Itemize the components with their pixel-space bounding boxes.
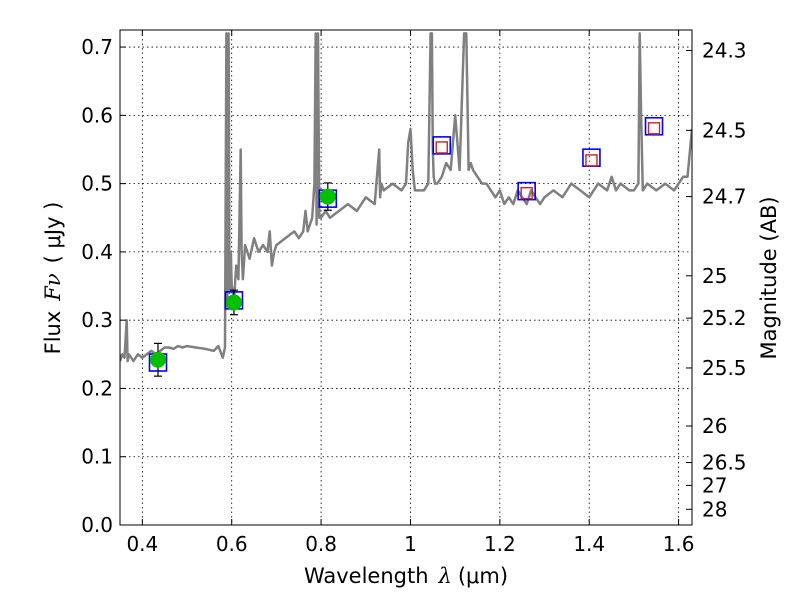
ticks: 0.4 0.6 0.8 1 1.2 1.4 1.6 0.0 0.1 0.2 0.3 0.4 0.5 0.6…	[81, 30, 747, 556]
model-photometry-square	[432, 136, 452, 155]
mag-tick-label: 25.2	[702, 306, 747, 330]
y-tick-label: 0.0	[81, 513, 113, 537]
spectrum-line	[120, 32, 692, 363]
x-tick-label: 1.2	[484, 532, 516, 556]
grid	[120, 30, 692, 526]
mag-tick-label: 27	[702, 473, 727, 497]
y-tick-label: 0.5	[81, 172, 113, 196]
predicted-photometry-square	[435, 141, 448, 154]
mag-tick-label: 24.3	[702, 38, 747, 62]
y-tick-label: 0.3	[81, 308, 113, 332]
x-tick-label: 1.4	[573, 532, 605, 556]
x-axis-title: Wavelength λ (μm)	[304, 564, 508, 588]
y-axis-title: Flux Fν ( μJy )	[41, 202, 65, 355]
observed-photometry-point	[319, 188, 336, 205]
y-tick-label: 0.7	[81, 35, 113, 59]
mag-tick-label: 26.5	[702, 451, 747, 475]
mag-tick-label: 24.7	[702, 185, 747, 209]
x-tick-label: 0.8	[305, 532, 337, 556]
y-tick-label: 0.2	[81, 376, 113, 400]
mag-tick-label: 26	[702, 414, 727, 438]
y-axis-symbol: Fν	[41, 273, 65, 302]
y-tick-label: 0.1	[81, 445, 113, 469]
y-axis-label: Flux	[41, 311, 65, 355]
x-tick-label: 1.6	[663, 532, 695, 556]
x-axis-symbol: λ	[438, 564, 452, 588]
predicted-photometry-square	[520, 186, 533, 200]
model-photometry-square	[644, 116, 664, 136]
y-axis-unit: ( μJy )	[41, 202, 65, 264]
x-tick-label: 0.6	[216, 532, 248, 556]
mag-tick-label: 24.5	[702, 118, 747, 142]
mag-tick-label: 28	[702, 497, 727, 521]
x-axis-label: Wavelength	[304, 564, 429, 588]
y2-axis-title: Magnitude (AB)	[757, 196, 781, 359]
y-tick-label: 0.6	[81, 103, 113, 127]
predicted-photometry-square	[585, 154, 598, 167]
mag-tick-label: 25.5	[702, 356, 747, 380]
model-photometry-square	[517, 181, 536, 201]
observed-photometry-point	[225, 294, 242, 311]
x-axis-unit: (μm)	[458, 564, 508, 588]
plot-area	[120, 32, 692, 377]
plot-frame	[119, 29, 693, 526]
y-tick-label: 0.4	[81, 240, 113, 264]
mag-tick-label: 25	[702, 264, 727, 288]
x-tick-label: 1	[404, 532, 417, 556]
observed-photometry-point	[149, 351, 166, 368]
predicted-photometry-square	[647, 122, 661, 135]
x-tick-label: 0.4	[126, 532, 158, 556]
